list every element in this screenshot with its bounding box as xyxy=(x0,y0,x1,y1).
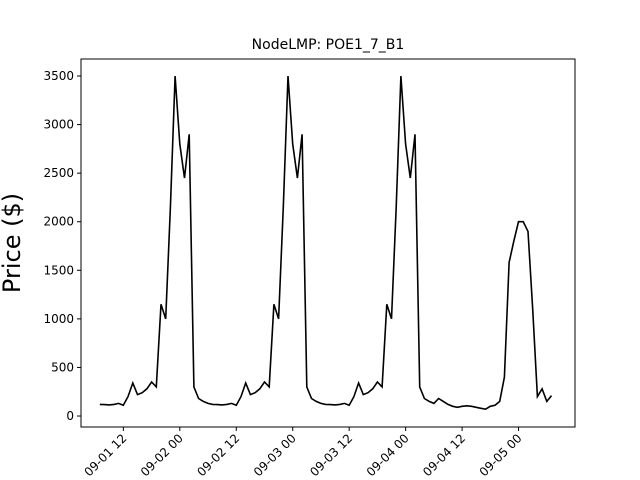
x-tick-label: 09-04 12 xyxy=(420,431,468,479)
x-tick-label: 09-02 12 xyxy=(194,431,242,479)
y-tick-label: 3000 xyxy=(43,118,74,132)
x-tick-label: 09-03 00 xyxy=(251,431,299,479)
y-tick-label: 1500 xyxy=(43,263,74,277)
plot-frame xyxy=(80,58,576,428)
line-series xyxy=(99,75,553,411)
x-tick-label: 09-04 00 xyxy=(364,431,412,479)
chart-title: NodeLMP: POE1_7_B1 xyxy=(252,37,405,53)
y-axis-label: Price ($) xyxy=(0,193,26,293)
x-tick-label: 09-01 12 xyxy=(81,431,129,479)
y-tick-label: 2500 xyxy=(43,166,74,180)
y-tick-label: 2000 xyxy=(43,215,74,229)
x-tick-label: 09-05 00 xyxy=(477,431,525,479)
x-tick-label: 09-02 00 xyxy=(138,431,186,479)
y-tick-label: 500 xyxy=(51,360,74,374)
y-tick-label: 3500 xyxy=(43,69,74,83)
y-tick-label: 0 xyxy=(66,409,74,423)
y-tick-label: 1000 xyxy=(43,312,74,326)
x-tick-label: 09-03 12 xyxy=(307,431,355,479)
